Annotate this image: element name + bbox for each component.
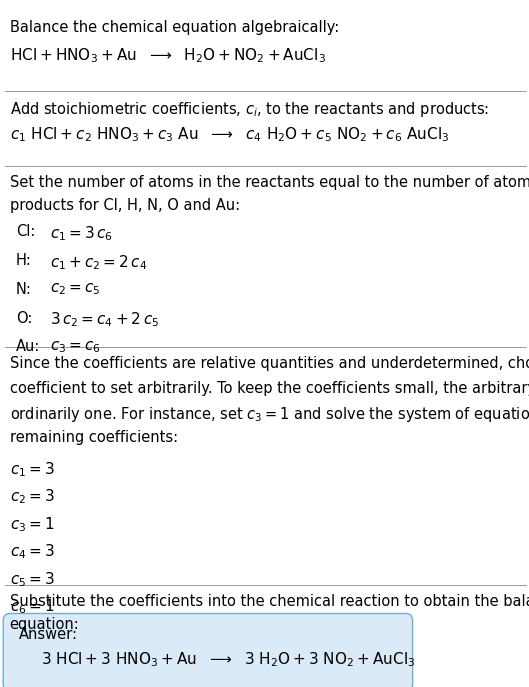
Text: ordinarily one. For instance, set $c_3 = 1$ and solve the system of equations fo: ordinarily one. For instance, set $c_3 =… [10, 405, 529, 425]
Text: $c_2 = 3$: $c_2 = 3$ [10, 488, 54, 506]
Text: $\mathrm{HCl + HNO_3 + Au\ \ \longrightarrow\ \ H_2O + NO_2 + AuCl_3}$: $\mathrm{HCl + HNO_3 + Au\ \ \longrighta… [10, 46, 325, 65]
Text: H:: H: [16, 253, 32, 268]
Text: $c_1\ \mathrm{HCl} + c_2\ \mathrm{HNO_3} + c_3\ \mathrm{Au}\ \ \longrightarrow\ : $c_1\ \mathrm{HCl} + c_2\ \mathrm{HNO_3}… [10, 126, 449, 144]
Text: coefficient to set arbitrarily. To keep the coefficients small, the arbitrary va: coefficient to set arbitrarily. To keep … [10, 381, 529, 396]
Text: products for Cl, H, N, O and Au:: products for Cl, H, N, O and Au: [10, 198, 240, 213]
Text: Substitute the coefficients into the chemical reaction to obtain the balanced: Substitute the coefficients into the che… [10, 594, 529, 609]
Text: $c_6 = 1$: $c_6 = 1$ [10, 598, 54, 616]
Text: $c_5 = 3$: $c_5 = 3$ [10, 570, 54, 589]
Text: $c_3 = c_6$: $c_3 = c_6$ [50, 339, 101, 355]
Text: N:: N: [16, 282, 32, 297]
Text: Answer:: Answer: [19, 627, 78, 642]
Text: $c_3 = 1$: $c_3 = 1$ [10, 515, 54, 534]
Text: $c_1 + c_2 = 2\,c_4$: $c_1 + c_2 = 2\,c_4$ [50, 253, 148, 271]
Text: $3\ \mathrm{HCl} + 3\ \mathrm{HNO_3} + \mathrm{Au}\ \ \longrightarrow\ \ 3\ \mat: $3\ \mathrm{HCl} + 3\ \mathrm{HNO_3} + \… [41, 651, 416, 669]
Text: Cl:: Cl: [16, 224, 35, 239]
Text: Since the coefficients are relative quantities and underdetermined, choose a: Since the coefficients are relative quan… [10, 356, 529, 371]
Text: Au:: Au: [16, 339, 40, 354]
Text: equation:: equation: [10, 617, 79, 632]
Text: $c_1 = 3$: $c_1 = 3$ [10, 460, 54, 479]
Text: Balance the chemical equation algebraically:: Balance the chemical equation algebraica… [10, 20, 339, 35]
Text: O:: O: [16, 311, 32, 326]
Text: Add stoichiometric coefficients, $c_i$, to the reactants and products:: Add stoichiometric coefficients, $c_i$, … [10, 100, 489, 119]
Text: Set the number of atoms in the reactants equal to the number of atoms in the: Set the number of atoms in the reactants… [10, 175, 529, 190]
Text: $c_2 = c_5$: $c_2 = c_5$ [50, 282, 101, 297]
Text: $c_1 = 3\,c_6$: $c_1 = 3\,c_6$ [50, 224, 113, 243]
Text: $c_4 = 3$: $c_4 = 3$ [10, 543, 54, 561]
Text: $3\,c_2 = c_4 + 2\,c_5$: $3\,c_2 = c_4 + 2\,c_5$ [50, 311, 159, 329]
FancyBboxPatch shape [3, 613, 413, 687]
Text: remaining coefficients:: remaining coefficients: [10, 430, 178, 445]
